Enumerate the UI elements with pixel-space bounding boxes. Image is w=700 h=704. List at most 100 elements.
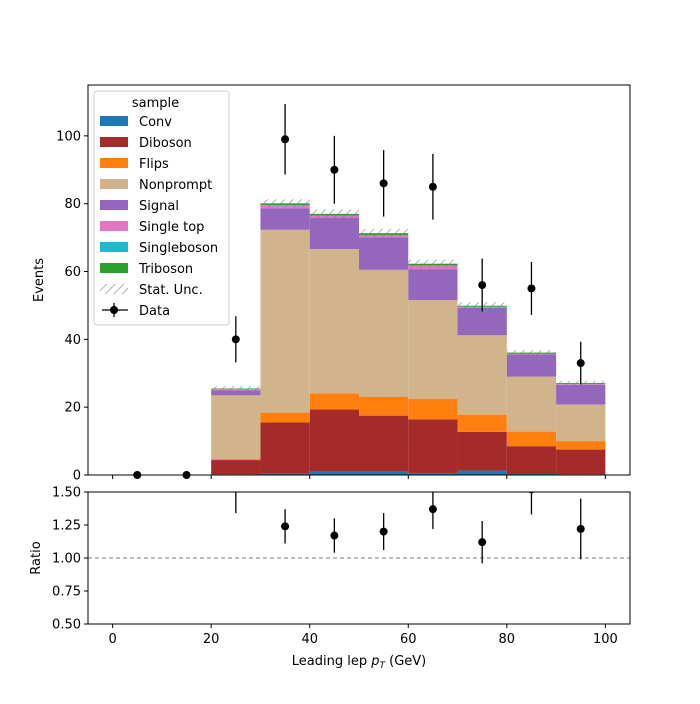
- legend-item-diboson: Diboson: [100, 136, 192, 151]
- bar-signal: [506, 354, 557, 377]
- x-tick-label: 80: [499, 632, 516, 647]
- y-tick-label: 40: [64, 333, 81, 348]
- legend-swatch: [100, 242, 128, 252]
- bar-flips: [359, 397, 409, 416]
- data-point: [576, 359, 585, 368]
- y-tick-label: 80: [64, 197, 81, 212]
- y-axis-label: Events: [32, 258, 47, 302]
- x-tick-label: 60: [400, 632, 417, 647]
- x-tick-label: 40: [301, 632, 318, 647]
- legend-swatch-marker: [110, 306, 118, 314]
- bar-nonprompt: [260, 229, 310, 413]
- ratio-point: [576, 524, 585, 533]
- legend-item-flips: Flips: [100, 157, 169, 172]
- legend-label: Nonprompt: [139, 178, 212, 193]
- bar-signal: [309, 217, 359, 250]
- bar-diboson: [506, 446, 557, 474]
- data-point: [478, 281, 487, 290]
- legend-item-singleboson: Singleboson: [100, 241, 218, 256]
- bar-diboson: [408, 419, 458, 473]
- bar-signal: [408, 269, 458, 301]
- bar-diboson: [556, 449, 606, 475]
- bar-diboson: [211, 460, 261, 475]
- ratio-y-tick-label: 0.75: [52, 585, 81, 600]
- bar-conv: [309, 471, 359, 475]
- y-tick-label: 100: [56, 129, 81, 144]
- y-tick-label: 60: [64, 265, 81, 280]
- stat-unc-band: [359, 228, 409, 238]
- data-point: [379, 179, 388, 188]
- x-tick-label: 20: [203, 632, 220, 647]
- legend-item-triboson: Triboson: [100, 262, 193, 277]
- bar-conv: [408, 472, 458, 475]
- bar-signal: [457, 307, 507, 336]
- bar-flips: [506, 431, 557, 447]
- bar-flips: [309, 393, 359, 410]
- bar-flips: [211, 459, 261, 461]
- ratio-y-axis-label: Ratio: [29, 541, 44, 574]
- legend-label: Single top: [139, 220, 204, 235]
- bar-nonprompt: [408, 300, 458, 400]
- data-point: [281, 135, 290, 144]
- legend-label: Signal: [139, 199, 179, 214]
- legend-item-single-top: Single top: [100, 220, 204, 235]
- bar-conv: [260, 473, 310, 475]
- stacked-bars: [211, 199, 606, 475]
- bar-diboson: [260, 422, 310, 474]
- bar-nonprompt: [457, 335, 507, 415]
- stat-unc-band: [211, 386, 261, 391]
- legend-item-stat-unc: Stat. Unc.: [100, 283, 203, 298]
- bar-flips: [457, 414, 507, 432]
- ratio-axes-frame: [87, 491, 631, 625]
- ratio-point: [428, 505, 437, 514]
- data-point: [231, 335, 240, 344]
- legend-item-data: Data: [102, 303, 170, 319]
- ratio-y-tick-label: 1.50: [52, 486, 81, 501]
- bar-flips: [556, 441, 606, 450]
- data-point: [330, 165, 339, 174]
- legend-swatch: [100, 221, 128, 231]
- bar-diboson: [359, 415, 409, 472]
- bar-nonprompt: [359, 269, 409, 397]
- ratio-y-tick-label: 1.00: [52, 552, 81, 567]
- y-tick-label: 20: [64, 401, 81, 416]
- legend-label: Conv: [139, 115, 172, 130]
- ratio-panel: 0.50 0.75 1.00 1.25 1.50 0 20 40 60 80 100 Ratio Lea…: [29, 480, 631, 671]
- legend-label: Diboson: [139, 136, 192, 151]
- legend: sample Conv Diboson Flips Nonprompt Signal Sin…: [93, 90, 230, 326]
- legend-swatch: [100, 200, 128, 210]
- legend-label: Flips: [139, 157, 169, 172]
- bar-signal: [260, 208, 310, 230]
- ratio-point: [330, 531, 339, 540]
- x-tick-label: 100: [593, 632, 618, 647]
- ratio-point: [379, 527, 388, 536]
- stat-unc-band: [408, 259, 458, 268]
- bar-conv: [359, 471, 409, 475]
- y-tick-label: 0: [73, 469, 81, 484]
- ratio-point: [232, 480, 240, 488]
- bar-conv: [506, 473, 557, 475]
- ratio-y-tick-label: 0.50: [52, 618, 81, 633]
- x-axis-label: Leading lep pT (GeV): [292, 654, 426, 671]
- main-axes-frame: [87, 84, 631, 476]
- legend-label: Data: [139, 304, 170, 319]
- ratio-y-tick-label: 1.25: [52, 519, 81, 534]
- bar-nonprompt: [506, 376, 557, 432]
- legend-swatch: [100, 263, 128, 273]
- legend-swatch-hatch: [100, 284, 128, 294]
- legend-label: Stat. Unc.: [139, 283, 203, 298]
- bar-signal: [211, 390, 261, 396]
- bar-nonprompt: [556, 404, 606, 442]
- ratio-point: [281, 522, 290, 531]
- legend-item-nonprompt: Nonprompt: [100, 178, 212, 193]
- bar-signal: [359, 237, 409, 270]
- legend-swatch: [100, 116, 128, 126]
- legend-title: sample: [132, 96, 179, 111]
- legend-swatch: [100, 179, 128, 189]
- stat-unc-band: [309, 209, 359, 219]
- main-panel: 0 20 40 60 80 100 Events: [32, 84, 631, 484]
- ratio-point: [478, 538, 487, 547]
- legend-label: Singleboson: [139, 241, 218, 256]
